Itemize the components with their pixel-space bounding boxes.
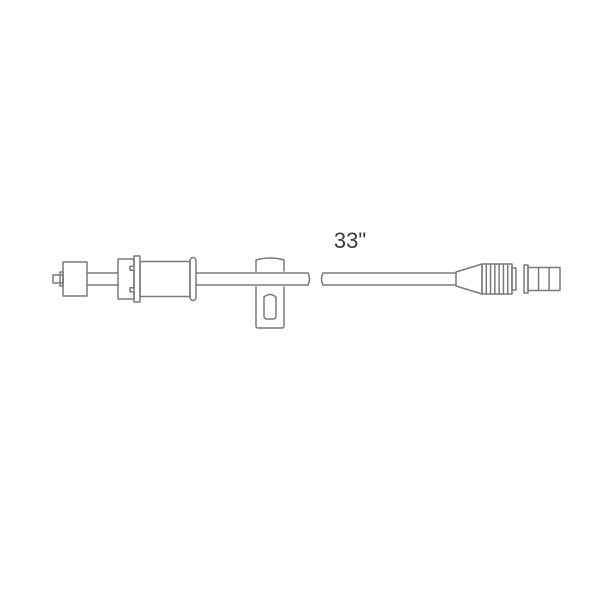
iv-extension-set-diagram: 33" [0, 0, 608, 608]
length-label: 33" [334, 228, 366, 253]
